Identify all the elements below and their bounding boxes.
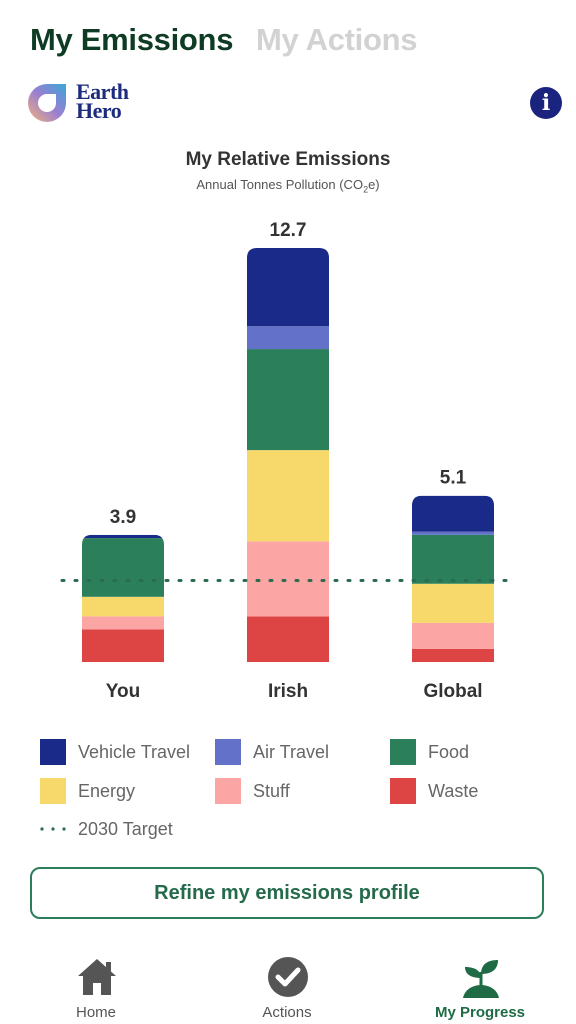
bar-segment-irish-food [247, 349, 329, 451]
info-icon: i [541, 90, 551, 116]
legend-label: Food [428, 742, 470, 762]
checkmark-circle-icon [268, 957, 308, 997]
chart-subtitle-end: e) [368, 177, 380, 192]
category-label-you: You [106, 681, 140, 702]
bar-segment-global-energy [412, 583, 494, 623]
bar-segment-irish-waste [247, 616, 329, 662]
chart-subtitle-subscript: 2 [363, 184, 369, 195]
bar-total-label-you: 3.9 [110, 507, 136, 528]
bar-segment-you-vehicle-travel [82, 534, 164, 539]
chart-subtitle: Annual Tonnes Pollution (CO2e) [0, 177, 576, 195]
earth-hero-logo: Earth Hero [26, 79, 146, 124]
bar-segment-irish-air-travel [247, 326, 329, 350]
logo-line-2: Hero [76, 98, 122, 123]
refine-emissions-label: Refine my emissions profile [154, 882, 420, 904]
bar-global [412, 495, 494, 662]
bar-segment-global-waste [412, 648, 494, 662]
legend-swatch [215, 778, 241, 804]
emissions-chart: 3.9 You 12.7 Irish 5.1 Global [60, 220, 518, 702]
bar-segment-you-stuff [82, 616, 164, 630]
legend-swatch [40, 778, 66, 804]
bar-total-label-irish: 12.7 [270, 220, 307, 241]
nav-home[interactable]: Home [26, 950, 166, 1024]
refine-emissions-button[interactable]: Refine my emissions profile [30, 867, 544, 919]
bar-irish [247, 248, 329, 662]
bar-segment-you-waste [82, 629, 164, 662]
logo-wordmark: Earth Hero [76, 79, 129, 123]
legend-label: Air Travel [253, 742, 330, 762]
legend-swatch [390, 778, 416, 804]
nav-home-label: Home [75, 1004, 116, 1021]
bar-total-label-global: 5.1 [440, 468, 467, 489]
legend-swatch [390, 739, 416, 765]
bar-segment-global-stuff [412, 622, 494, 649]
legend-label: 2030 Target [78, 819, 173, 839]
bar-segment-global-air-travel [412, 531, 494, 535]
tab-my-actions[interactable]: My Actions [256, 22, 418, 57]
nav-my-progress[interactable]: My Progress [410, 950, 550, 1024]
bar-segment-you-food [82, 538, 164, 597]
info-button[interactable]: i [530, 87, 562, 119]
category-label-global: Global [423, 681, 482, 702]
chart-subtitle-text: Annual Tonnes Pollution (CO [196, 177, 364, 192]
legend-label: Waste [428, 781, 479, 801]
legend-label: Energy [78, 781, 136, 801]
legend-target-dots [40, 827, 66, 831]
legend-label: Vehicle Travel [78, 742, 191, 762]
tab-my-emissions[interactable]: My Emissions [30, 22, 234, 57]
legend-swatch [215, 739, 241, 765]
bar-you [82, 534, 164, 662]
bar-segment-irish-energy [247, 450, 329, 542]
earth-hero-logo-mark [28, 84, 66, 122]
legend-swatch [40, 739, 66, 765]
nav-my-progress-label: My Progress [434, 1004, 526, 1021]
bar-segment-global-vehicle-travel [412, 495, 494, 532]
bar-segment-irish-vehicle-travel [247, 248, 329, 327]
chart-title: My Relative Emissions [185, 149, 391, 170]
nav-actions-label: Actions [262, 1004, 312, 1021]
bar-segment-global-food [412, 534, 494, 584]
nav-actions[interactable]: Actions [217, 950, 357, 1024]
sprout-icon [463, 960, 499, 998]
logo-line-1: Earth [76, 79, 129, 104]
bar-segment-irish-stuff [247, 541, 329, 617]
legend-label: Stuff [253, 781, 290, 801]
bar-segment-you-energy [82, 596, 164, 617]
category-label-irish: Irish [268, 681, 308, 702]
home-icon [78, 959, 116, 995]
